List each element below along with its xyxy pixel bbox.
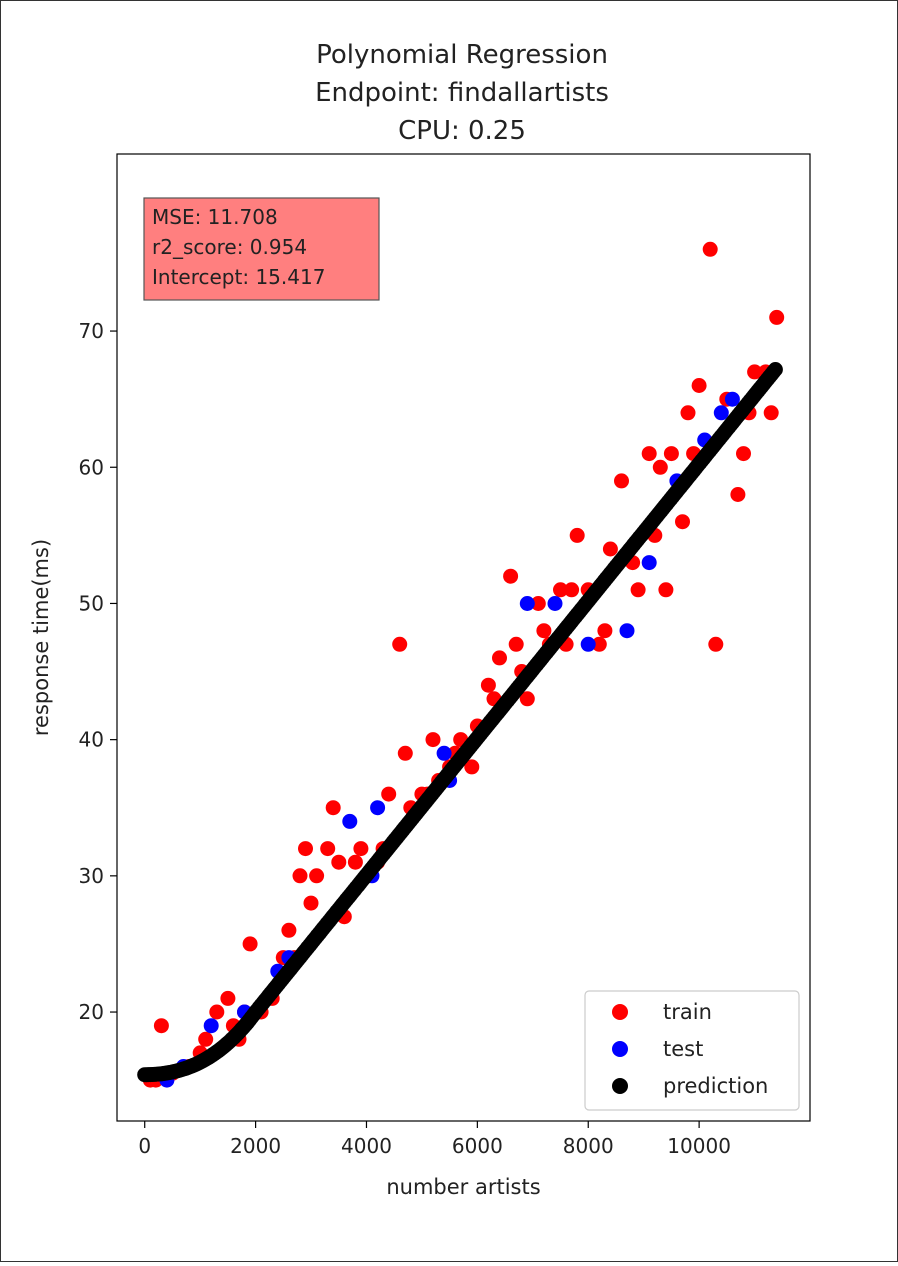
train-point	[675, 514, 690, 530]
x-tick-label: 0	[138, 1134, 151, 1158]
y-tick-label: 20	[79, 1000, 104, 1024]
train-point	[730, 487, 746, 502]
annotation-line: r2_score: 0.954	[152, 235, 307, 259]
train-point	[242, 936, 258, 952]
train-point	[508, 636, 524, 652]
annotation-line: MSE: 11.708	[152, 205, 278, 229]
test-point	[519, 596, 535, 611]
train-point	[680, 405, 696, 421]
legend-marker-prediction	[612, 1078, 628, 1094]
x-tick-label: 2000	[230, 1134, 281, 1158]
y-tick-label: 60	[79, 455, 104, 479]
y-tick-label: 50	[79, 591, 104, 615]
train-point	[769, 309, 785, 325]
title-line: CPU: 0.25	[398, 116, 526, 146]
train-point	[663, 446, 679, 462]
train-point	[309, 868, 325, 884]
test-point	[342, 813, 358, 829]
legend-label-prediction: prediction	[663, 1074, 768, 1098]
train-point	[209, 1004, 225, 1020]
train-point	[564, 582, 580, 598]
train-point	[425, 732, 441, 748]
x-tick-label: 6000	[452, 1134, 503, 1158]
train-point	[569, 527, 585, 543]
legend-box	[584, 990, 800, 1111]
train-point	[614, 473, 629, 489]
title-line: Endpoint: findallartists	[315, 78, 609, 108]
train-point	[392, 636, 408, 652]
annotation-box	[143, 197, 380, 301]
legend-marker-train	[612, 1004, 628, 1020]
legend-label-test: test	[663, 1037, 703, 1061]
axes: 0 2000 4000 6000 8000 10000 20 30 40 50 60 70 number…	[29, 319, 731, 1199]
train-point	[691, 378, 707, 393]
train-point	[325, 800, 341, 816]
train-point	[708, 636, 724, 652]
train-point	[353, 841, 369, 857]
plot-area	[116, 153, 811, 1122]
train-point	[652, 459, 668, 475]
test-point	[436, 745, 452, 761]
x-tick-label: 10000	[667, 1134, 731, 1158]
train-point	[702, 241, 718, 257]
train-point	[198, 1031, 214, 1047]
train-point	[630, 582, 646, 598]
train-point	[153, 1018, 169, 1034]
prediction-point	[767, 362, 783, 377]
train-point	[536, 623, 552, 639]
test-point	[619, 623, 635, 639]
train-point	[492, 650, 507, 666]
train-point	[747, 364, 763, 380]
train-point	[763, 405, 779, 421]
train-point	[220, 990, 236, 1006]
x-tick-label: 8000	[563, 1134, 614, 1158]
x-tick-label: 4000	[341, 1134, 392, 1158]
train-point	[641, 446, 657, 462]
x-axis-label: number artists	[386, 1175, 540, 1199]
train-point	[597, 623, 613, 639]
train-point	[736, 446, 751, 462]
train-point	[503, 568, 519, 584]
chart-marks	[137, 241, 785, 1088]
legend: train test prediction	[584, 990, 800, 1111]
train-point	[480, 677, 496, 693]
y-axis-label: response time(ms)	[29, 539, 53, 736]
test-point	[547, 596, 563, 611]
train-point	[602, 541, 618, 557]
test-point	[370, 800, 386, 816]
y-tick-label: 40	[79, 728, 104, 752]
train-point	[298, 841, 313, 857]
train-point	[397, 745, 413, 761]
train-point	[553, 582, 568, 598]
metrics-annotation: MSE: 11.708 r2_score: 0.954 Intercept: 15.…	[143, 197, 380, 301]
test-point	[641, 555, 657, 571]
train-point	[347, 854, 363, 870]
legend-marker-test	[612, 1041, 628, 1057]
train-point	[331, 854, 347, 870]
y-tick-label: 30	[79, 864, 104, 888]
train-point	[303, 895, 319, 911]
train-point	[519, 691, 535, 707]
train-point	[292, 868, 308, 884]
train-point	[320, 841, 336, 857]
train-point	[591, 636, 607, 652]
chart-title: Polynomial Regression Endpoint: findallar…	[315, 40, 609, 146]
test-point	[580, 636, 596, 652]
test-point	[713, 405, 729, 421]
test-point	[724, 391, 740, 407]
train-point	[464, 759, 480, 775]
title-line: Polynomial Regression	[316, 40, 608, 70]
train-point	[281, 922, 297, 938]
train-point	[658, 582, 674, 598]
train-point	[530, 596, 546, 611]
annotation-line: Intercept: 15.417	[152, 265, 325, 289]
y-tick-label: 70	[79, 319, 104, 343]
test-point	[203, 1018, 219, 1034]
legend-label-train: train	[663, 1000, 712, 1024]
train-point	[381, 786, 397, 802]
